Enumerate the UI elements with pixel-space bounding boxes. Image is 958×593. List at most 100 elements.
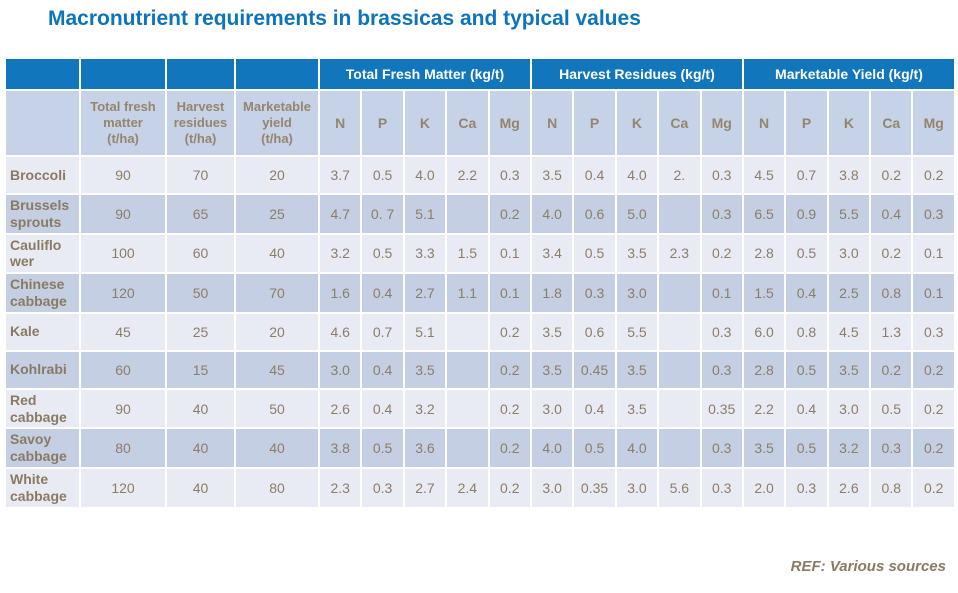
value-cell: 0.4 [362,389,403,428]
value-cell: 0.3 [362,468,403,507]
value-cell: 0.7 [786,157,827,193]
value-cell: 2.4 [447,468,488,507]
nutrient-header-cell: N [320,91,361,155]
nutrient-header-cell: K [828,91,870,155]
value-cell: 3.5 [828,351,870,388]
value-cell: 0.7 [362,313,403,350]
value-cell: 0.3 [574,274,615,312]
table-row: Broccoli 90 70 20 3.7 0.5 4.0 2.2 0.3 3.5 0.4 4.0 2.… [6,157,954,193]
tha-value-cell: 20 [236,157,318,193]
value-cell [447,195,488,233]
tha-value-cell: 50 [167,274,234,312]
value-cell: 3.0 [531,389,573,428]
value-cell: 0.3 [701,313,742,350]
nutrient-header-cell: P [574,91,615,155]
blank-subheader-cell [6,91,79,155]
tha-value-cell: 60 [81,351,165,388]
value-cell: 0.3 [489,157,530,193]
value-cell: 3.6 [404,429,446,467]
value-cell: 2.7 [404,274,446,312]
value-cell: 3.7 [320,157,361,193]
value-cell: 0.5 [362,429,403,467]
value-cell: 0.3 [786,468,827,507]
value-cell [659,389,700,428]
tha-value-cell: 40 [167,389,234,428]
value-cell: 0.8 [871,274,912,312]
value-cell: 4.0 [404,157,446,193]
value-cell: 0.4 [574,157,615,193]
value-cell: 6.0 [743,313,785,350]
value-cell: 0.5 [362,234,403,273]
value-cell: 3.5 [531,157,573,193]
value-cell: 3.3 [404,234,446,273]
value-cell: 3.5 [616,234,658,273]
value-cell: 0.2 [913,351,954,388]
tha-value-cell: 80 [81,429,165,467]
value-cell: 0.2 [489,429,530,467]
crop-name-cell: Kohlrabi [6,351,79,388]
value-cell: 1.1 [447,274,488,312]
value-cell: 0.4 [574,389,615,428]
value-cell: 0.2 [871,234,912,273]
value-cell: 0.5 [786,429,827,467]
value-cell: 5.6 [659,468,700,507]
value-cell: 3.0 [616,274,658,312]
group-header-cell: Total Fresh Matter (kg/t) [320,59,530,89]
value-cell: 2.7 [404,468,446,507]
tha-value-cell: 90 [81,195,165,233]
nutrient-header-cell: Mg [701,91,742,155]
value-cell: 0.2 [489,313,530,350]
value-cell: 4.5 [743,157,785,193]
value-cell: 0.5 [786,234,827,273]
value-cell [659,274,700,312]
table-row: Kohlrabi 60 15 45 3.0 0.4 3.5 0.2 3.5 0.45 3.5 0.3 2… [6,351,954,388]
value-cell: 3.8 [320,429,361,467]
tha-value-cell: 70 [167,157,234,193]
nutrient-header-cell: N [531,91,573,155]
stat-header-cell: Marketable yield (t/ha) [236,91,318,155]
tha-value-cell: 25 [167,313,234,350]
value-cell: 2.0 [743,468,785,507]
stat-header-cell: Total fresh matter (t/ha) [81,91,165,155]
value-cell: 0.1 [701,274,742,312]
value-cell: 3.0 [828,234,870,273]
nutrient-table: Total Fresh Matter (kg/t) Harvest Residue… [4,57,956,509]
table-row: Brussels sprouts 90 65 25 4.7 0. 7 5.1 0.2 4.0 0.… [6,195,954,233]
table-row: Cauliflo wer 100 60 40 3.2 0.5 3.3 1.5 0.1 3.4 0.5… [6,234,954,273]
tha-value-cell: 45 [81,313,165,350]
value-cell [447,313,488,350]
value-cell: 0.2 [871,351,912,388]
tha-value-cell: 40 [167,429,234,467]
nutrient-header-cell: Mg [489,91,530,155]
value-cell: 0.1 [913,274,954,312]
value-cell [447,389,488,428]
value-cell: 5.0 [616,195,658,233]
tha-value-cell: 90 [81,157,165,193]
value-cell: 0.2 [701,234,742,273]
value-cell: 2.8 [743,234,785,273]
value-cell: 0.4 [786,274,827,312]
tha-value-cell: 100 [81,234,165,273]
value-cell: 0.2 [489,351,530,388]
value-cell: 0.8 [786,313,827,350]
value-cell: 0.1 [489,274,530,312]
value-cell: 0.3 [701,195,742,233]
value-cell: 5.5 [616,313,658,350]
nutrient-header-cell: K [404,91,446,155]
nutrient-header-cell: K [616,91,658,155]
value-cell: 0.4 [362,351,403,388]
value-cell: 0.4 [871,195,912,233]
value-cell: 6.5 [743,195,785,233]
tha-value-cell: 70 [236,274,318,312]
crop-name-cell: Broccoli [6,157,79,193]
crop-name-cell: Cauliflo wer [6,234,79,273]
value-cell: 0.8 [871,468,912,507]
value-cell: 0.6 [574,195,615,233]
value-cell: 0.6 [574,313,615,350]
nutrient-header-cell: Ca [659,91,700,155]
nutrient-header-cell: Ca [447,91,488,155]
crop-name-cell: Brussels sprouts [6,195,79,233]
value-cell: 0.35 [701,389,742,428]
value-cell: 2.5 [828,274,870,312]
tha-value-cell: 60 [167,234,234,273]
